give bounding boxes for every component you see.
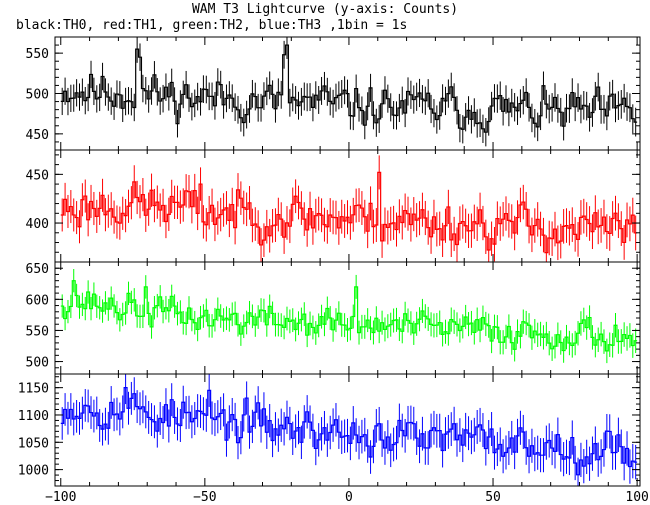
y-tick-label: 550 [26,47,49,62]
x-tick-label: 100 [625,490,648,505]
error-bars-TH1 [61,155,637,262]
y-tick-label: 1050 [18,436,49,451]
error-bars-TH0 [61,37,637,147]
lightcurve-TH2 [60,269,638,364]
y-tick-label: 450 [26,168,49,183]
y-tick-label: 500 [26,356,49,371]
y-tick-label: 550 [26,324,49,339]
lightcurve-TH1 [60,155,638,262]
y-tick-label: 600 [26,293,49,308]
y-tick-label: 1000 [18,464,49,479]
y-tick-label: 1100 [18,409,49,424]
y-tick-label: 1150 [18,382,49,397]
x-tick-label: 50 [485,490,501,505]
x-tick-label: −100 [45,490,76,505]
y-tick-label: 450 [26,128,49,143]
chart-title: WAM T3 Lightcurve (y-axis: Counts) [191,2,459,17]
lightcurve-TH3 [60,374,638,486]
y-tick-label: 500 [26,88,49,103]
lightcurve-TH0 [60,37,638,147]
panel-frame-TH3 [54,373,641,487]
series-line-TH3 [60,387,638,476]
error-bars-TH2 [61,269,637,364]
y-tick-label: 650 [26,262,49,277]
series-line-TH0 [60,44,638,133]
error-bars-TH3 [61,374,637,486]
x-tick-label: 0 [345,490,353,505]
chart-subtitle: black:TH0, red:TH1, green:TH2, blue:TH3 … [16,18,408,33]
series-line-TH2 [60,280,638,352]
series-line-TH1 [60,171,638,254]
y-tick-label: 400 [26,217,49,232]
x-tick-label: −50 [193,490,216,505]
